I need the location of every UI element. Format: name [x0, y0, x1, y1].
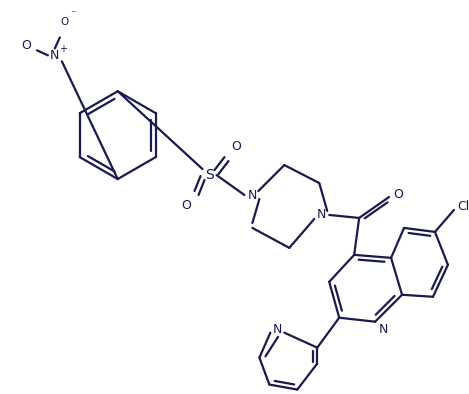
Text: O: O — [61, 17, 69, 28]
Text: O: O — [21, 39, 31, 52]
Text: N: N — [248, 188, 257, 201]
Text: O: O — [393, 188, 403, 201]
Text: O: O — [232, 139, 242, 152]
Text: N: N — [317, 208, 326, 221]
Text: Cl: Cl — [457, 201, 469, 214]
Text: O: O — [182, 199, 191, 212]
Text: ⁻: ⁻ — [70, 9, 76, 19]
Text: +: + — [59, 45, 67, 54]
Text: N: N — [378, 323, 388, 336]
Text: N: N — [272, 323, 282, 336]
Text: N: N — [50, 49, 60, 62]
Text: S: S — [205, 168, 214, 182]
